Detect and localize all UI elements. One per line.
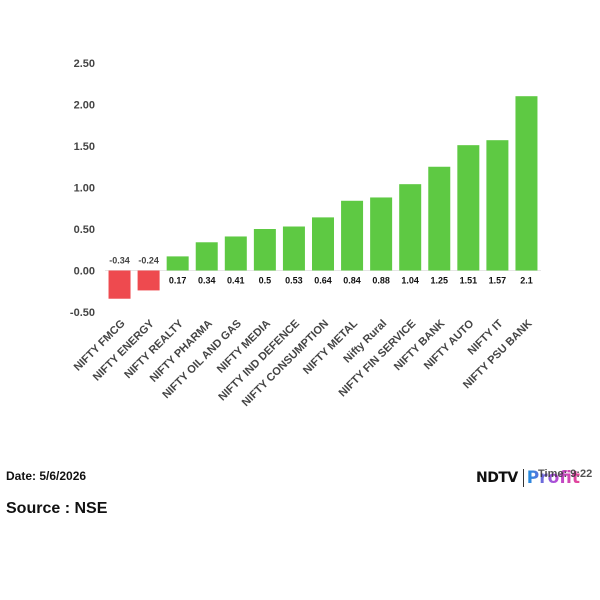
bar — [224, 236, 247, 271]
data-label: 0.17 — [169, 276, 187, 286]
data-label: 1.51 — [460, 276, 478, 286]
source-label: Source : NSE — [6, 500, 108, 517]
data-label: 1.04 — [401, 276, 419, 286]
data-label: 1.25 — [431, 276, 449, 286]
bar — [370, 197, 393, 271]
bar — [515, 96, 538, 271]
brand-separator — [522, 469, 524, 487]
ndtv-profit-logo: NDTV Profit — [476, 466, 580, 490]
date-label: Date: 5/6/2026 — [6, 469, 87, 483]
y-tick-label: -0.50 — [70, 307, 95, 319]
bar — [457, 145, 480, 271]
bar-chart: 2.502.001.501.000.500.00-0.50-0.34NIFTY … — [70, 58, 541, 409]
bar — [253, 229, 276, 271]
bar — [312, 217, 334, 271]
data-label: 0.84 — [343, 276, 361, 286]
bar — [195, 242, 218, 271]
data-label: 0.41 — [227, 276, 245, 286]
y-tick-label: 2.00 — [74, 100, 95, 112]
bar — [486, 140, 509, 271]
time-label: Time: 9:22 — [538, 468, 593, 480]
data-label: 0.5 — [259, 276, 272, 286]
data-label: 0.53 — [285, 276, 303, 286]
y-tick-label: 2.50 — [74, 58, 95, 70]
bar — [399, 184, 422, 271]
y-tick-label: 0.00 — [74, 266, 95, 278]
data-label: 0.64 — [314, 276, 332, 286]
data-label: 0.88 — [372, 276, 390, 286]
bar — [428, 166, 451, 271]
brand-profit: Profit — [526, 468, 580, 488]
data-label: 1.57 — [489, 276, 507, 286]
y-tick-label: 1.50 — [74, 141, 95, 153]
y-tick-label: 0.50 — [74, 224, 95, 236]
data-label: 2.1 — [520, 276, 533, 286]
bar — [137, 270, 160, 291]
brand-ndtv: NDTV — [476, 470, 518, 486]
data-label: -0.34 — [109, 256, 130, 266]
bar — [282, 226, 305, 271]
data-label: -0.24 — [138, 256, 159, 266]
data-label: 0.34 — [198, 276, 216, 286]
bar — [166, 256, 189, 271]
bar — [108, 270, 131, 299]
bar — [341, 200, 364, 271]
y-tick-label: 1.00 — [74, 183, 95, 195]
